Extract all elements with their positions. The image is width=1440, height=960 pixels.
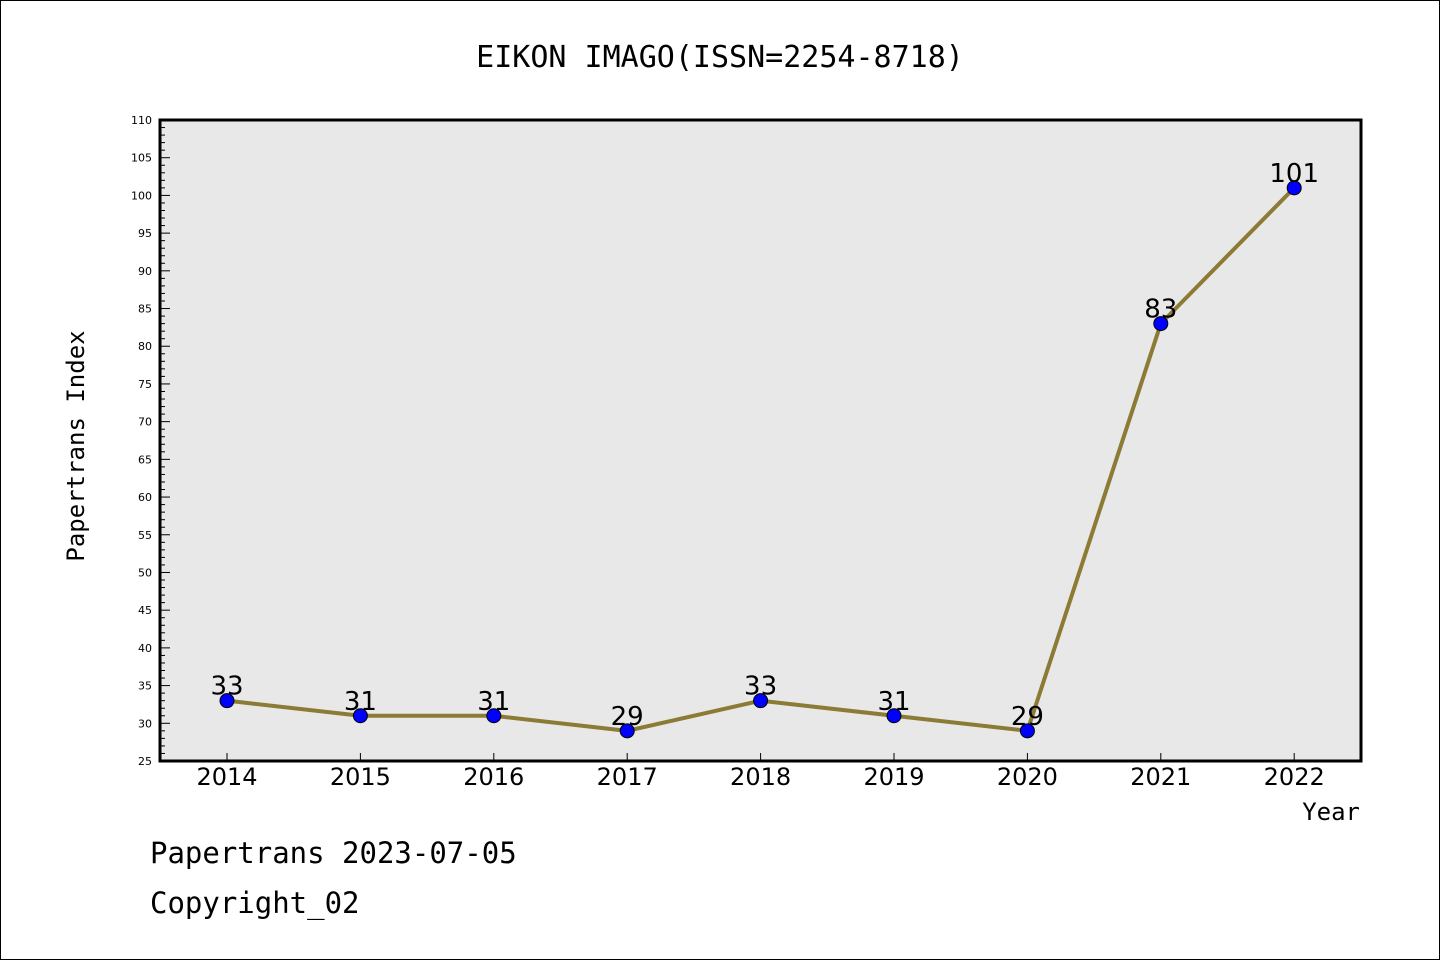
y-tick-label: 105 xyxy=(131,152,152,165)
chart-title: EIKON IMAGO(ISSN=2254-8718) xyxy=(476,40,964,75)
y-tick-label: 30 xyxy=(138,717,152,730)
y-tick-label: 95 xyxy=(138,227,152,240)
plot-background xyxy=(160,120,1361,761)
data-label: 33 xyxy=(744,672,777,702)
x-tick-label: 2016 xyxy=(463,763,524,791)
y-tick-label: 50 xyxy=(138,566,152,579)
x-tick-label: 2019 xyxy=(863,763,924,791)
y-tick-label: 55 xyxy=(138,529,152,542)
x-tick-label: 2018 xyxy=(730,763,791,791)
data-label: 29 xyxy=(611,702,644,732)
data-point xyxy=(486,708,502,724)
x-tick-label: 2017 xyxy=(597,763,658,791)
data-point xyxy=(1019,723,1035,739)
y-tick-label: 80 xyxy=(138,340,152,353)
data-label: 31 xyxy=(877,687,910,717)
data-label: 31 xyxy=(344,687,377,717)
y-tick-label: 45 xyxy=(138,604,152,617)
data-label: 29 xyxy=(1011,702,1044,732)
footer-copyright: Copyright_02 xyxy=(150,886,360,920)
y-tick-label: 90 xyxy=(138,265,152,278)
data-point xyxy=(753,693,769,709)
y-tick-label: 70 xyxy=(138,416,152,429)
y-tick-label: 35 xyxy=(138,680,152,693)
data-point xyxy=(1153,316,1169,332)
y-tick-label: 75 xyxy=(138,378,152,391)
y-tick-label: 110 xyxy=(131,114,152,127)
x-tick-label: 2021 xyxy=(1130,763,1191,791)
data-label: 33 xyxy=(210,672,243,702)
data-label: 101 xyxy=(1269,159,1319,189)
y-axis-label: Papertrans Index xyxy=(62,330,90,561)
x-tick-label: 2020 xyxy=(997,763,1058,791)
x-tick-label: 2022 xyxy=(1264,763,1325,791)
plot-border xyxy=(158,118,1363,763)
footer-date: Papertrans 2023-07-05 xyxy=(150,836,517,870)
x-axis-label: Year xyxy=(1302,798,1360,826)
y-tick-label: 40 xyxy=(138,642,152,655)
y-tick-label: 85 xyxy=(138,303,152,316)
y-tick-label: 65 xyxy=(138,453,152,466)
y-tick-label: 60 xyxy=(138,491,152,504)
data-label: 31 xyxy=(477,687,510,717)
data-point xyxy=(886,708,902,724)
data-point xyxy=(352,708,368,724)
data-point xyxy=(219,693,235,709)
x-tick-label: 2015 xyxy=(330,763,391,791)
x-tick-label: 2014 xyxy=(196,763,257,791)
data-label: 83 xyxy=(1144,295,1177,325)
data-point xyxy=(1286,180,1302,196)
data-point xyxy=(619,723,635,739)
y-tick-label: 100 xyxy=(131,189,152,202)
y-tick-label: 25 xyxy=(138,755,152,768)
plot-area-group: 25 30 35 40 45 50 55 60 65 70 75 80 85 90 95 100 105 110 2… xyxy=(131,114,1363,791)
